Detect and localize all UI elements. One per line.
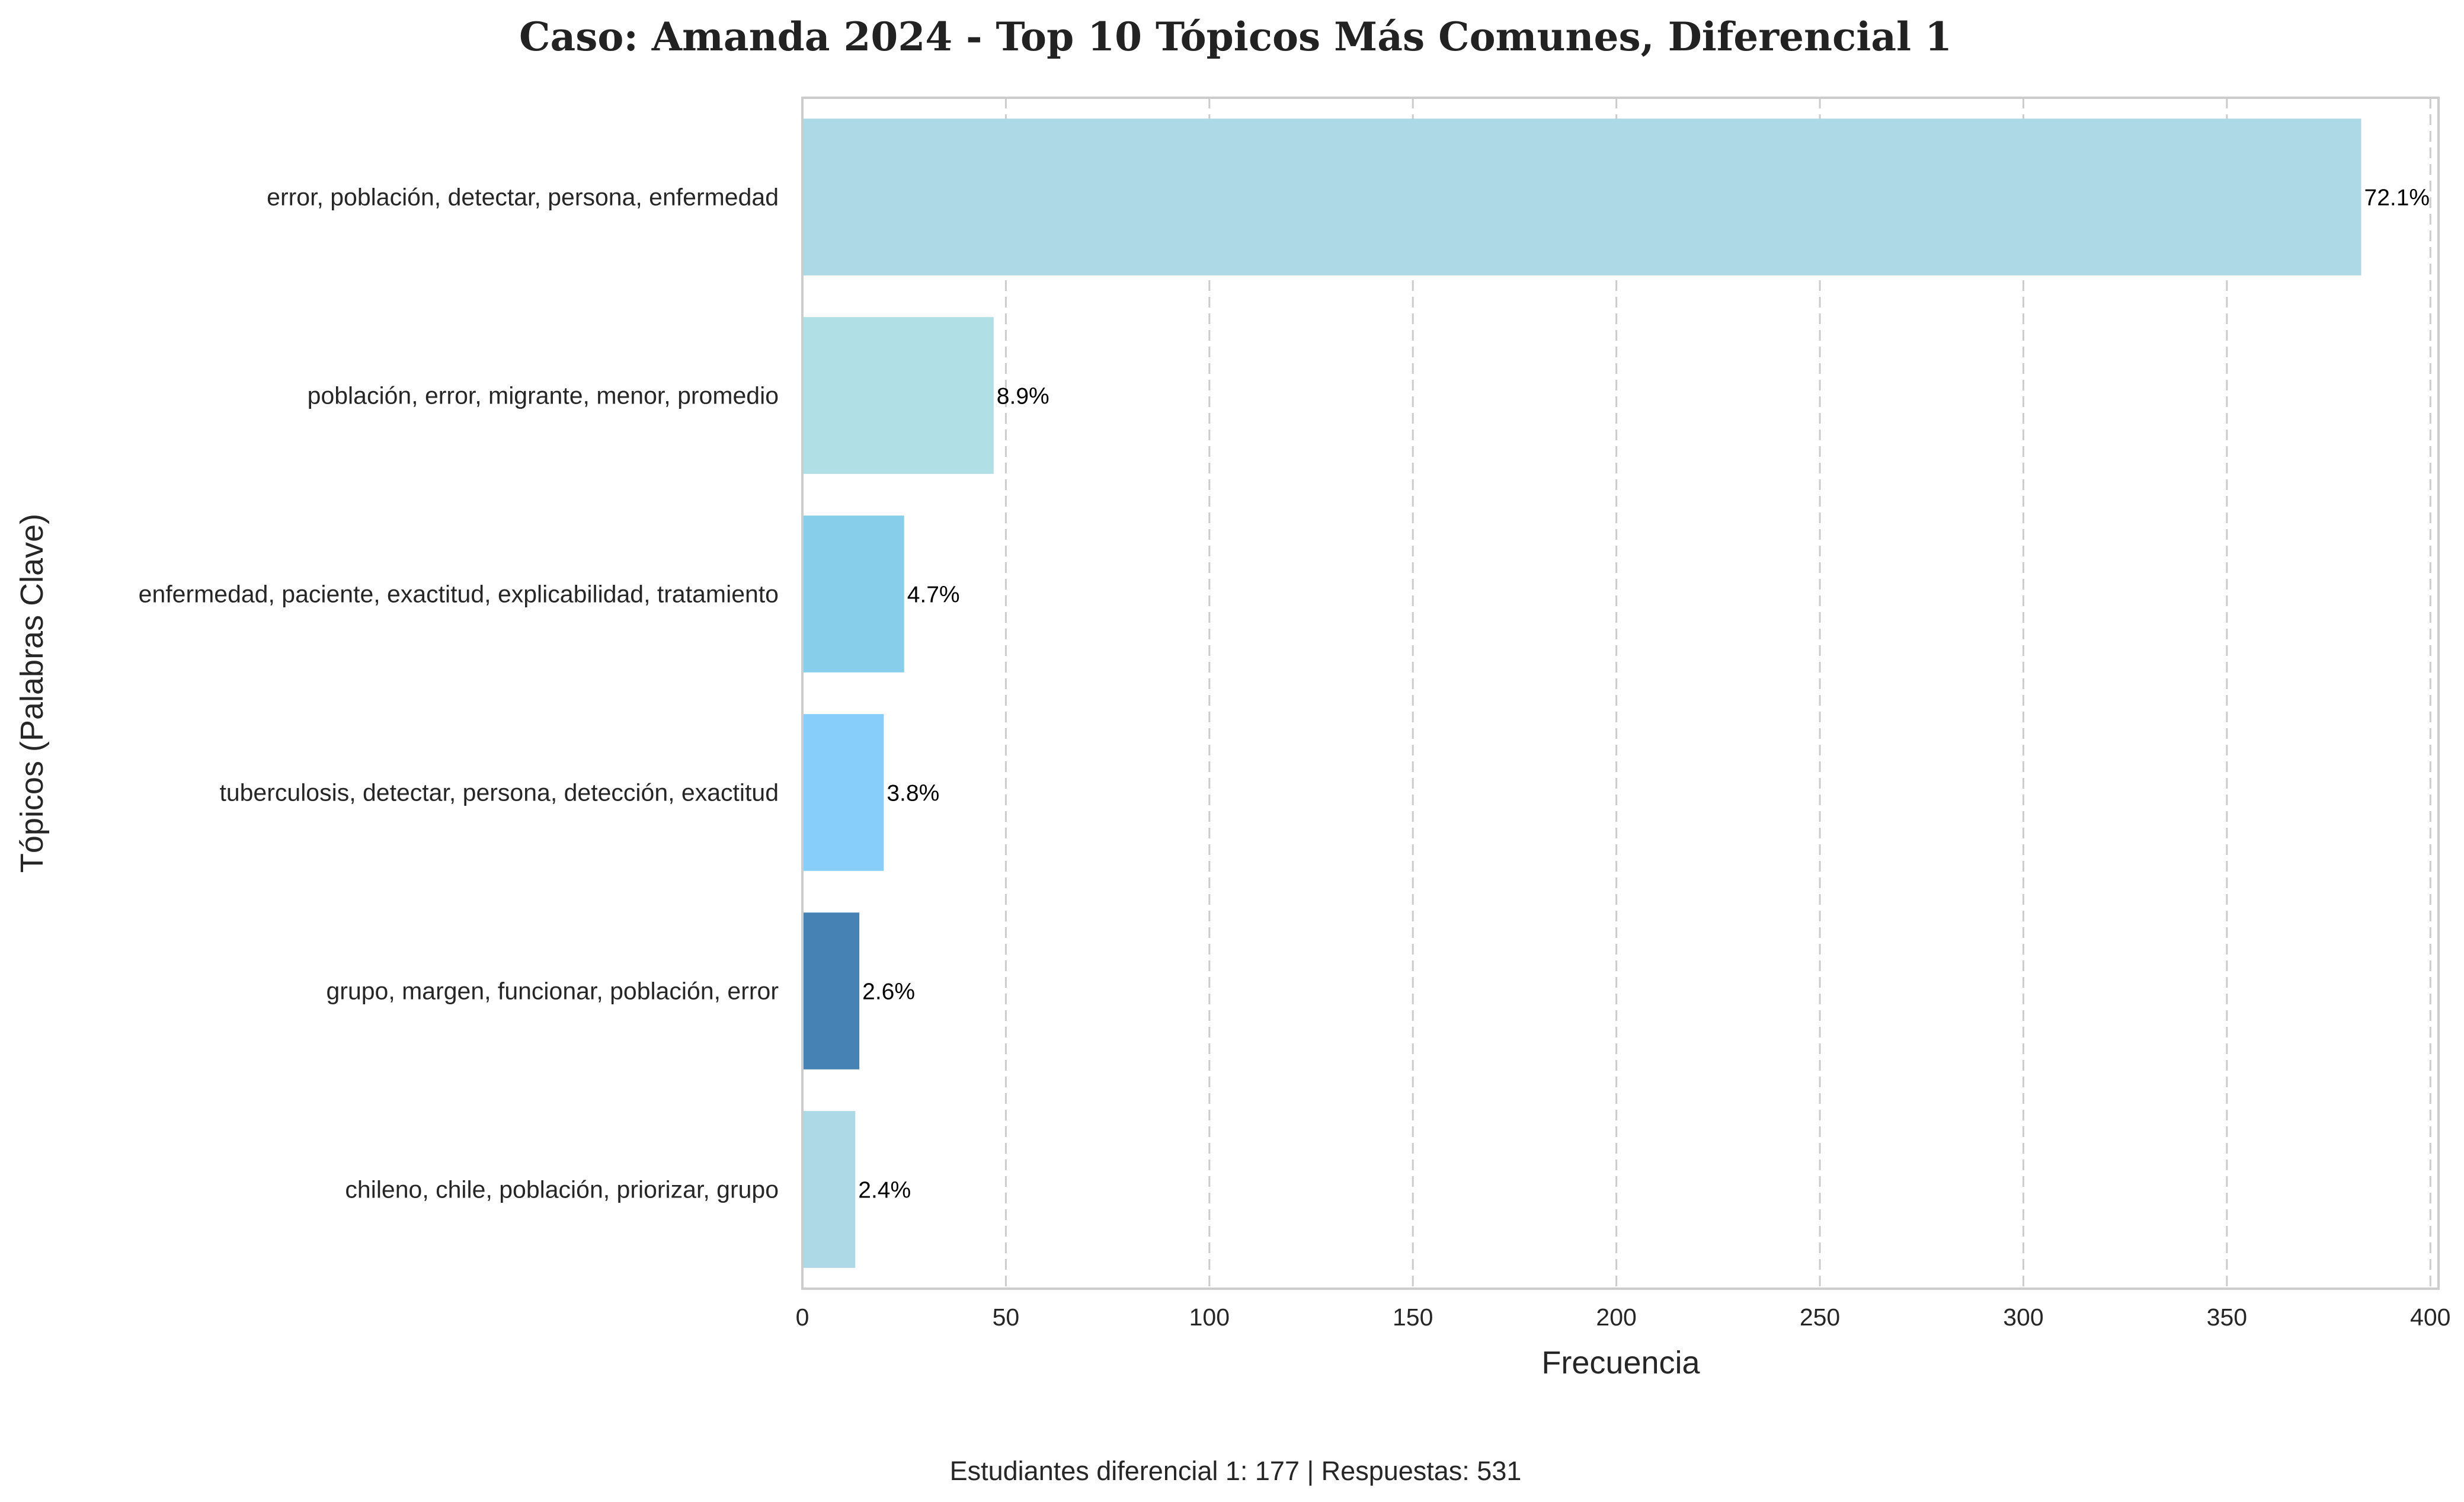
bar-data-label: 4.7% <box>907 582 960 608</box>
bar <box>802 714 884 871</box>
x-tick-label: 300 <box>2003 1304 2043 1331</box>
bar <box>802 119 2361 276</box>
y-tick-labels: error, población, detectar, persona, enf… <box>139 184 779 1203</box>
bars <box>802 119 2361 1268</box>
x-tick-label: 0 <box>796 1304 809 1331</box>
bar-data-label: 8.9% <box>997 384 1049 409</box>
y-tick-label: error, población, detectar, persona, enf… <box>267 184 779 211</box>
x-axis-label: Frecuencia <box>1541 1345 1700 1381</box>
chart-title: Caso: Amanda 2024 - Top 10 Tópicos Más C… <box>519 14 1952 60</box>
x-tick-label: 100 <box>1189 1304 1230 1331</box>
x-tick-label: 200 <box>1596 1304 1636 1331</box>
grid-lines <box>1004 98 2431 1289</box>
plot-frame <box>801 97 2440 1290</box>
y-tick-label: población, error, migrante, menor, prome… <box>308 382 779 409</box>
y-tick-label: tuberculosis, detectar, persona, detecci… <box>219 779 779 806</box>
x-tick-label: 350 <box>2207 1304 2247 1331</box>
y-axis-label: Tópicos (Palabras Clave) <box>14 514 50 873</box>
y-tick-label: enfermedad, paciente, exactitud, explica… <box>139 581 779 608</box>
x-tick-label: 400 <box>2410 1304 2450 1331</box>
bar <box>802 912 860 1069</box>
y-tick-label: chileno, chile, población, priorizar, gr… <box>345 1176 779 1203</box>
bar <box>802 1111 856 1268</box>
bar <box>802 515 904 672</box>
x-tick-labels: 0 50 100 150 200 250 300 350 400 <box>796 1304 2451 1331</box>
bar-data-label: 3.8% <box>887 781 939 806</box>
x-tick-label: 50 <box>993 1304 1020 1331</box>
y-tick-label: grupo, margen, funcionar, población, err… <box>326 978 779 1005</box>
data-labels: 72.1% 8.9% 4.7% 3.8% 2.6% 2.4% <box>858 185 2430 1203</box>
bar-data-label: 72.1% <box>2364 185 2430 211</box>
bar <box>802 317 994 474</box>
x-tick-label: 150 <box>1393 1304 1433 1331</box>
bar-data-label: 2.6% <box>862 979 915 1005</box>
footer-summary: Estudiantes diferencial 1: 177 | Respues… <box>950 1456 1522 1486</box>
x-tick-label: 250 <box>1800 1304 1840 1331</box>
bar-data-label: 2.4% <box>858 1178 911 1203</box>
